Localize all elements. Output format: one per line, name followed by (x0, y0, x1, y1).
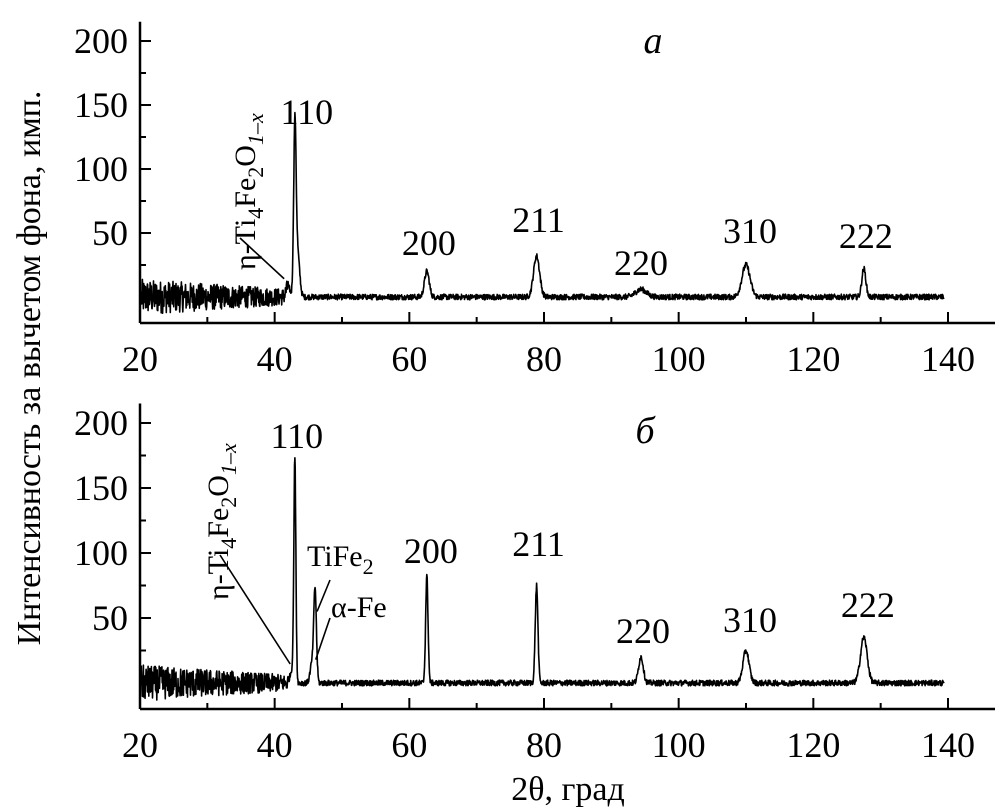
peak-label-222: 222 (839, 216, 893, 256)
peak-label-220: 220 (614, 243, 668, 283)
xrd-trace (140, 457, 945, 701)
x-tick-label: 20 (122, 339, 158, 379)
phase-arrow (219, 554, 291, 665)
peak-label-110: 110 (271, 416, 324, 456)
phase-label: η-Ti4Fe2O1–x (229, 113, 268, 270)
phase-arrow (316, 579, 331, 612)
peak-label-310: 310 (723, 211, 777, 251)
x-tick-label: 40 (257, 339, 293, 379)
phase-arrow (239, 237, 285, 280)
panel-label: а (644, 20, 663, 62)
y-tick-label: 100 (74, 533, 128, 573)
panel-a: 20 40 60 80 100 120 140 50 100 150 200 а 110 200 211 22… (74, 20, 995, 379)
y-tick-label: 50 (92, 598, 128, 638)
phase-arrow (314, 617, 331, 660)
y-tick-label: 200 (74, 403, 128, 443)
xrd-trace (140, 111, 945, 314)
x-tick-label: 140 (921, 725, 975, 765)
x-tick-label: 120 (786, 725, 840, 765)
x-tick-label: 80 (526, 339, 562, 379)
y-tick-label: 150 (74, 468, 128, 508)
y-tick-label: 50 (92, 213, 128, 253)
x-tick-label: 140 (921, 339, 975, 379)
x-tick-label: 100 (652, 339, 706, 379)
x-axis-title: 2θ, град (511, 771, 625, 808)
peak-label-200: 200 (404, 531, 458, 571)
phase-label: α-Fe (331, 591, 387, 624)
y-tick-label: 150 (74, 85, 128, 125)
peak-label-222: 222 (841, 585, 895, 625)
x-tick-label: 60 (391, 725, 427, 765)
x-tick-label: 40 (257, 725, 293, 765)
y-tick-label: 100 (74, 149, 128, 189)
peak-label-211: 211 (512, 524, 565, 564)
y-axis-title: Интенсивность за вычетом фона, имп. (11, 91, 48, 646)
x-tick-label: 100 (652, 725, 706, 765)
panel-b: 20 40 60 80 100 120 140 50 100 150 200 б 110 200 211 22… (74, 403, 995, 765)
x-tick-label: 80 (526, 725, 562, 765)
peak-label-211: 211 (512, 200, 565, 240)
phase-label: TiFe2 (307, 540, 374, 579)
peak-label-200: 200 (402, 223, 456, 263)
phase-label: η-Ti4Fe2O1–x (202, 443, 241, 600)
y-tick-label: 200 (74, 21, 128, 61)
x-tick-label: 120 (786, 339, 840, 379)
peak-label-110: 110 (281, 92, 334, 132)
peak-label-220: 220 (616, 611, 670, 651)
panel-label: б (635, 410, 656, 452)
x-tick-label: 20 (122, 725, 158, 765)
peak-label-310: 310 (723, 600, 777, 640)
x-tick-label: 60 (391, 339, 427, 379)
